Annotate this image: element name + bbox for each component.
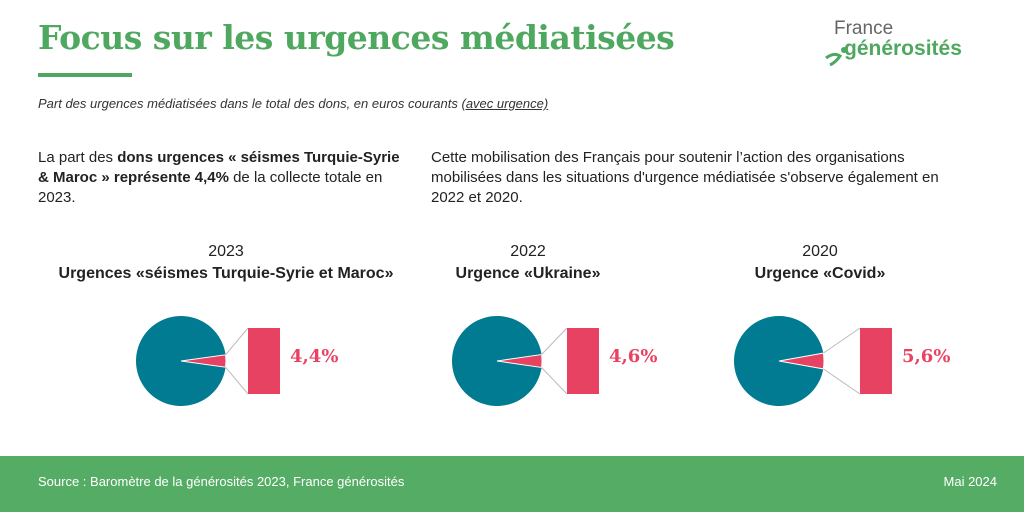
connector-line (823, 368, 861, 395)
logo-line1: France (834, 18, 894, 39)
pie-slice-highlight (496, 353, 543, 369)
breakdown-bar (567, 328, 599, 394)
logo: France générosités (825, 18, 962, 66)
pie-charts: 4,4% 4,6% 5,6% (136, 316, 950, 406)
value-label: 5,6% (902, 346, 950, 367)
pie-slice-rest (452, 316, 542, 406)
chart-year: 2022 (510, 243, 546, 260)
chart-year: 2023 (208, 243, 244, 260)
text: de la collecte totale en 2023. (38, 169, 383, 206)
value-label: 4,6% (609, 346, 657, 367)
pie-slice-highlight (180, 354, 227, 368)
subtitle: Part des urgences médiatisées dans le to… (38, 96, 548, 111)
context-paragraph: Cette mobilisation des Français pour sou… (431, 149, 939, 206)
text: La part des (38, 149, 118, 166)
pie-slice-rest (136, 316, 226, 406)
chart-name: Urgence «Ukraine» (455, 265, 601, 282)
date: Mai 2024 (943, 474, 997, 489)
logo-line2: générosités (844, 37, 962, 60)
pie-slice-rest (734, 316, 824, 406)
breakdown-bar (248, 328, 280, 394)
chart-year: 2020 (802, 243, 838, 260)
connector-line (225, 327, 249, 356)
source: Source : Baromètre de la générosités 202… (38, 474, 405, 489)
subtitle-text: Part des urgences médiatisées dans le to… (38, 96, 462, 111)
intro-paragraph: La part des dons urgences « séismes Turq… (38, 148, 408, 208)
pie-slice-highlight (778, 352, 825, 370)
chart-name: Urgence «Covid» (754, 265, 886, 282)
breakdown-bar (860, 328, 892, 394)
value-label: 4,4% (290, 346, 338, 367)
connector-line (823, 327, 861, 354)
title-underline (38, 73, 132, 77)
connector-line (541, 367, 568, 395)
subtitle-link[interactable]: (avec urgence) (461, 96, 549, 111)
runner-icon (825, 47, 847, 66)
chart-name: Urgences «séismes Turquie-Syrie et Maroc… (58, 265, 394, 282)
highlight: dons urgences « séismes Turquie-Syrie & … (38, 149, 400, 186)
connector-line (541, 327, 568, 355)
footer: Source : Baromètre de la générosités 202… (0, 456, 1024, 512)
connector-line (225, 366, 249, 395)
page-title: Focus sur les urgences médiatisées (38, 18, 675, 57)
